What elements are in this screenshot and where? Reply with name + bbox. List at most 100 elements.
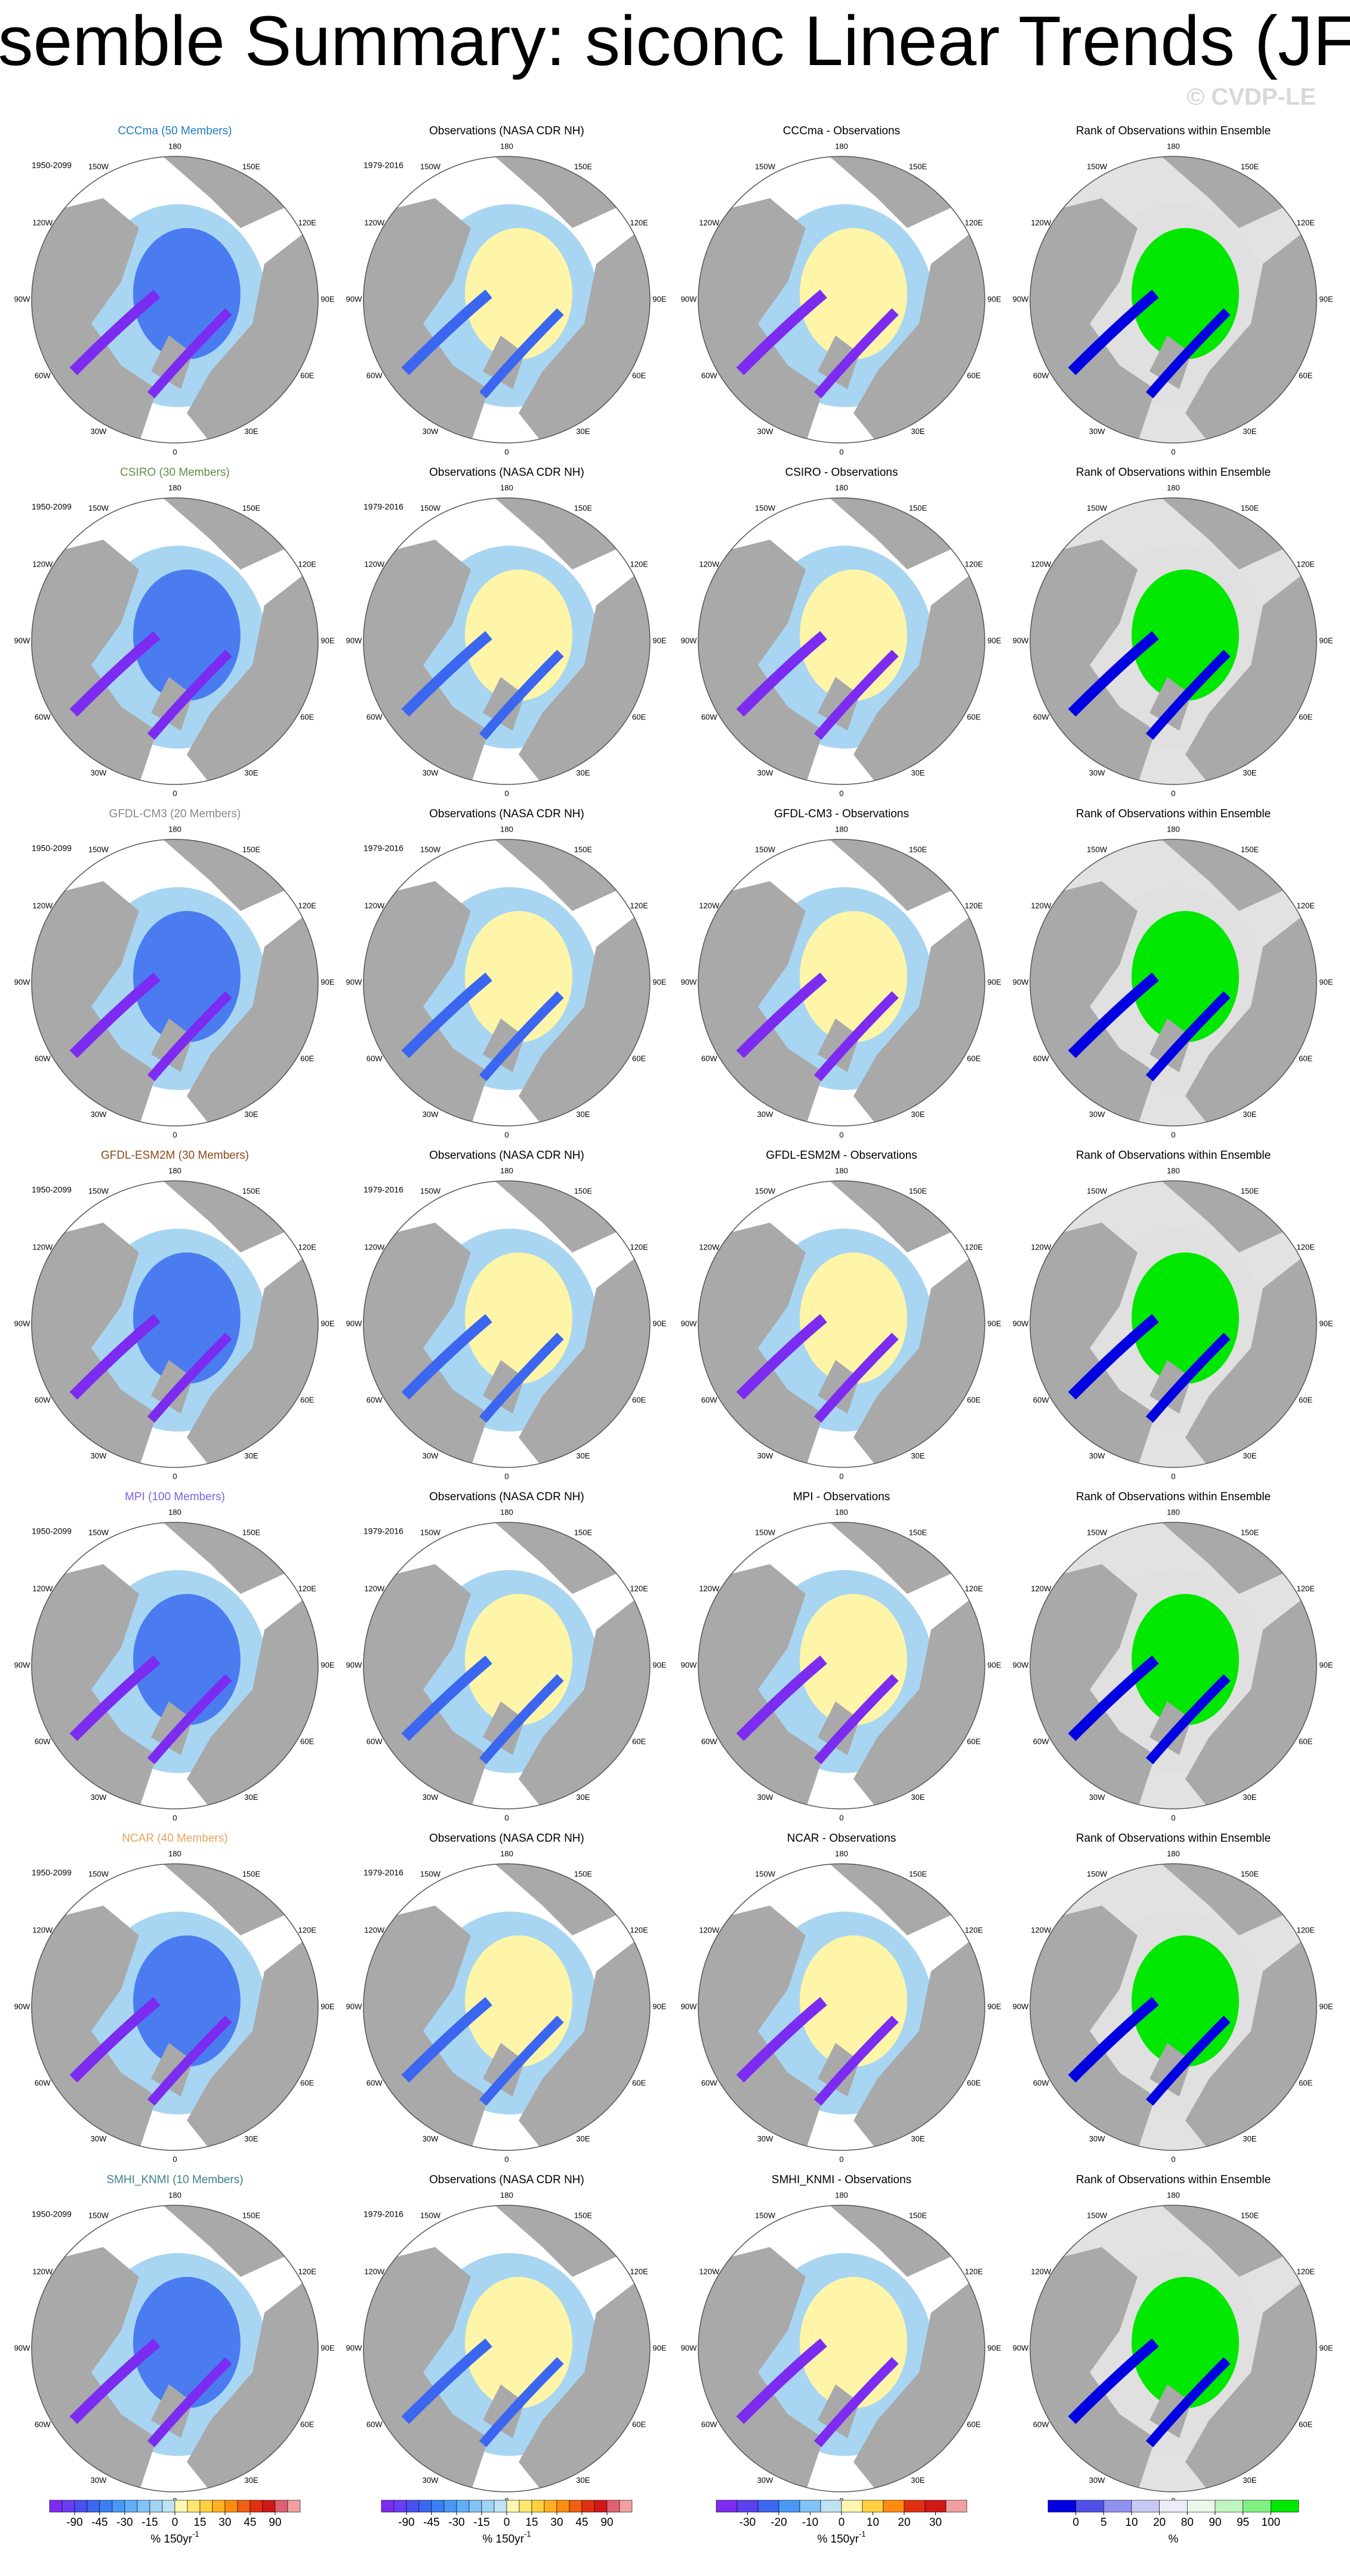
longitude-label: 30W [423, 1110, 439, 1119]
land [818, 2384, 859, 2438]
longitude-label: 0 [172, 1130, 177, 1139]
map-content [698, 498, 985, 784]
longitude-label: 0 [172, 2155, 177, 2163]
longitude-label: 120E [630, 1242, 649, 1251]
longitude-label: 60W [366, 1395, 383, 1404]
colorbar-tick-label: 0 [172, 2516, 178, 2529]
colorbar-box [619, 2500, 633, 2513]
longitude-label: 90W [346, 977, 362, 986]
map-border [31, 1180, 319, 1468]
colorbar-tick-label: -90 [66, 2516, 82, 2529]
colorbar-box [456, 2500, 470, 2513]
land [32, 198, 157, 443]
colorbar-tick-label: 0 [1072, 2516, 1079, 2529]
longitude-label: 90W [14, 294, 30, 303]
land [519, 222, 650, 443]
colorbar-box [49, 2500, 63, 2513]
longitude-label: 60W [701, 1054, 717, 1063]
longitude-label: 150W [755, 1187, 776, 1196]
colorbar-box [99, 2500, 113, 2513]
longitude-label: 150E [909, 504, 927, 513]
sea-ice-band [69, 2338, 161, 2424]
colorbar-tick-label: 95 [1237, 2516, 1249, 2529]
longitude-label: 0 [172, 789, 177, 798]
panel-title: NCAR - Observations [787, 1832, 896, 1845]
longitude-label: 90W [1013, 1319, 1029, 1328]
colorbar-tick-label: -90 [398, 2516, 414, 2529]
map-border [1030, 156, 1317, 444]
land [1185, 1247, 1317, 1467]
longitude-label: 120E [1297, 1925, 1315, 1934]
polar-map: 180 150E 120E 90E 60E 30E 0 30W 60W 90W 120W 150W [681, 141, 1001, 456]
colorbar-tick-label: 20 [1153, 2516, 1166, 2529]
colorbar-unit-exponent: -1 [192, 2529, 199, 2538]
colorbar-box [778, 2500, 800, 2513]
longitude-label: 60W [1033, 712, 1049, 721]
longitude-label: 150W [420, 1528, 441, 1537]
longitude-label: 30W [757, 768, 773, 777]
panel-title: SMHI_KNMI - Observations [772, 2174, 911, 2186]
colorbar-box [924, 2500, 947, 2513]
land [363, 2247, 489, 2492]
map-border [363, 1522, 651, 1809]
longitude-label: 90W [14, 636, 30, 645]
longitude-label: 30E [576, 1110, 590, 1119]
longitude-label: 60W [35, 712, 51, 721]
longitude-label: 120E [965, 1584, 984, 1593]
longitude-label: 150E [909, 1187, 927, 1196]
colorbar-tick-label: 30 [218, 2516, 231, 2529]
longitude-label: 90W [14, 977, 30, 986]
longitude-label: 0 [172, 447, 177, 456]
land [853, 222, 985, 443]
longitude-label: 120E [1297, 2267, 1315, 2276]
period-label: 1950-2099 [32, 502, 72, 512]
land [818, 1701, 859, 1755]
colorbar-box [1243, 2500, 1271, 2513]
land [32, 1564, 157, 1809]
longitude-label: 30W [423, 1793, 439, 1802]
land [853, 905, 985, 1126]
longitude-label: 30E [576, 1793, 590, 1802]
longitude-label: 120W [364, 1925, 385, 1934]
longitude-label: 60E [632, 2420, 646, 2429]
sea-ice-band [736, 1314, 827, 1400]
longitude-label: 90W [346, 294, 362, 303]
colorbar-box [945, 2500, 967, 2513]
land [519, 1247, 650, 1467]
colorbar-box [61, 2500, 75, 2513]
land [151, 2384, 193, 2438]
longitude-label: 180 [168, 1507, 181, 1516]
colorbar-tick-label: 90 [600, 2516, 613, 2529]
longitude-label: 60E [967, 712, 981, 721]
longitude-label: 0 [839, 2155, 843, 2163]
land [483, 677, 525, 731]
land [32, 540, 157, 784]
polar-map: 180 150E 120E 90E 60E 30E 0 30W 60W 90W 120W 150W [346, 1507, 667, 1822]
longitude-label: 60W [701, 712, 717, 721]
longitude-label: 150W [755, 2211, 776, 2220]
longitude-label: 150W [88, 845, 109, 854]
colorbar-box [841, 2500, 863, 2513]
sea-ice-band [479, 2015, 564, 2106]
panel-title: Observations (NASA CDR NH) [429, 1149, 584, 1162]
polar-map: 180 150E 120E 90E 60E 30E 0 30W 60W 90W 120W 150W [14, 141, 335, 456]
colorbar-tick-label: -45 [423, 2516, 439, 2529]
longitude-label: 60E [300, 2420, 314, 2429]
sea-ice-band [1145, 2015, 1231, 2106]
land [187, 2271, 318, 2492]
panel-title: SMHI_KNMI (10 Members) [106, 2174, 243, 2186]
land [187, 222, 318, 443]
colorbar-box [1075, 2500, 1104, 2513]
longitude-label: 150E [242, 1870, 261, 1879]
longitude-label: 150W [1087, 2211, 1108, 2220]
polar-map: 180 150E 120E 90E 60E 30E 0 30W 60W 90W 120W 150W [681, 483, 1001, 798]
longitude-label: 60E [300, 371, 314, 380]
longitude-label: 60E [1299, 1054, 1312, 1063]
colorbar-tick-label: 10 [1125, 2516, 1138, 2529]
colorbar-box [224, 2500, 238, 2513]
longitude-label: 120W [699, 559, 720, 568]
sea-ice-band [69, 1655, 161, 1741]
land [483, 2384, 525, 2438]
longitude-label: 180 [500, 1166, 513, 1175]
longitude-label: 180 [1167, 1166, 1180, 1175]
